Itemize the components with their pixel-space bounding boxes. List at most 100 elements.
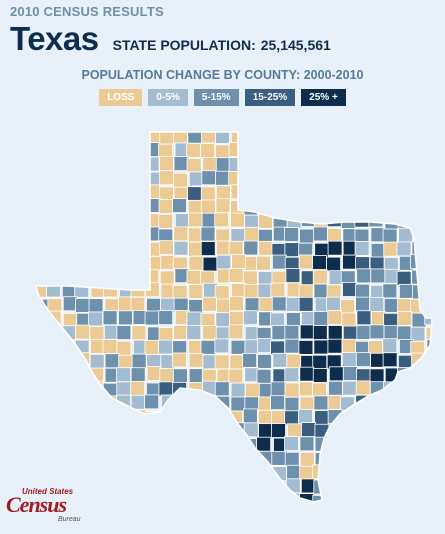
county-cell (229, 311, 244, 326)
county-cell (145, 452, 161, 468)
county-cell (63, 424, 78, 440)
county-cell (340, 465, 356, 480)
county-cell (258, 240, 274, 256)
county-cell (188, 299, 204, 314)
county-cell (242, 310, 258, 326)
county-cell (298, 296, 314, 312)
county-cell (284, 410, 300, 426)
county-cell (370, 201, 386, 216)
county-cell (186, 142, 202, 158)
county-cell (245, 172, 260, 188)
county-cell (132, 464, 148, 480)
county-cell (257, 132, 273, 146)
county-cell (426, 436, 432, 452)
county-cell (326, 212, 342, 228)
county-cell (131, 172, 147, 188)
county-cell (258, 465, 274, 481)
county-cell (200, 395, 216, 411)
county-cell (272, 352, 288, 368)
county-cell (342, 254, 357, 270)
county-cell (384, 132, 400, 146)
county-cell (145, 438, 160, 454)
county-cell (298, 284, 314, 300)
county-cell (312, 382, 327, 398)
county-cell (368, 158, 384, 174)
county-cell (89, 353, 105, 369)
county-cell (103, 324, 119, 340)
county-cell (228, 368, 244, 384)
county-cell (158, 240, 174, 256)
county-cell (173, 465, 189, 481)
county-cell (132, 424, 147, 440)
county-cell (61, 451, 77, 467)
county-cell (355, 380, 371, 396)
county-cell (90, 268, 106, 284)
county-cell (424, 256, 432, 272)
county-cell (102, 310, 118, 326)
county-cell (342, 185, 358, 201)
county-cell (36, 324, 49, 340)
county-cell (327, 409, 343, 424)
county-cell (118, 198, 134, 214)
county-cell (413, 144, 428, 160)
county-cell (158, 310, 174, 325)
county-cell (258, 492, 274, 502)
county-cell (356, 325, 372, 340)
county-cell (425, 132, 432, 145)
county-cell (300, 132, 315, 145)
county-cell (173, 325, 189, 340)
county-cell (312, 368, 328, 383)
county-cell (355, 438, 371, 454)
county-cell (36, 310, 48, 326)
county-cell (118, 425, 134, 440)
county-cell (62, 184, 78, 199)
county-cell (244, 382, 260, 398)
county-cell (355, 352, 371, 368)
texas-county-map (35, 131, 433, 503)
county-cell (270, 381, 286, 397)
county-cell (158, 198, 174, 214)
county-cell (187, 339, 203, 355)
county-cell (131, 228, 147, 243)
county-cell (228, 451, 244, 466)
county-cell (342, 410, 358, 426)
county-cell (382, 157, 398, 173)
county-cell (229, 296, 244, 312)
county-cell (130, 380, 146, 396)
county-cell (61, 198, 77, 214)
county-cell (158, 423, 174, 439)
county-cell (201, 132, 216, 144)
county-cell (426, 283, 432, 299)
county-cell (271, 199, 286, 215)
county-cell (243, 184, 259, 200)
county-cell (299, 228, 314, 244)
county-cell (144, 339, 160, 355)
county-cell (384, 464, 400, 480)
county-cell (286, 464, 302, 480)
county-cell (130, 200, 145, 216)
county-cell (327, 338, 343, 354)
county-cell (200, 408, 215, 424)
county-cell (410, 438, 426, 454)
county-cell (216, 254, 232, 270)
county-cell (270, 282, 286, 298)
county-cell (36, 450, 50, 466)
county-cell (326, 142, 342, 158)
county-cell (242, 270, 258, 286)
county-cell (326, 296, 341, 312)
county-cell (369, 143, 385, 159)
county-cell (257, 170, 273, 186)
county-cell (313, 339, 329, 355)
county-cell (36, 411, 49, 426)
county-cell (48, 409, 64, 424)
county-cell (412, 170, 428, 185)
county-cell (173, 368, 188, 384)
county-cell (104, 240, 120, 255)
county-cell (102, 424, 118, 440)
county-cell (354, 422, 370, 438)
county-cell (201, 170, 217, 186)
county-cell (244, 339, 260, 355)
county-cell (383, 408, 399, 424)
county-cell (398, 144, 414, 159)
county-cell (74, 282, 90, 298)
